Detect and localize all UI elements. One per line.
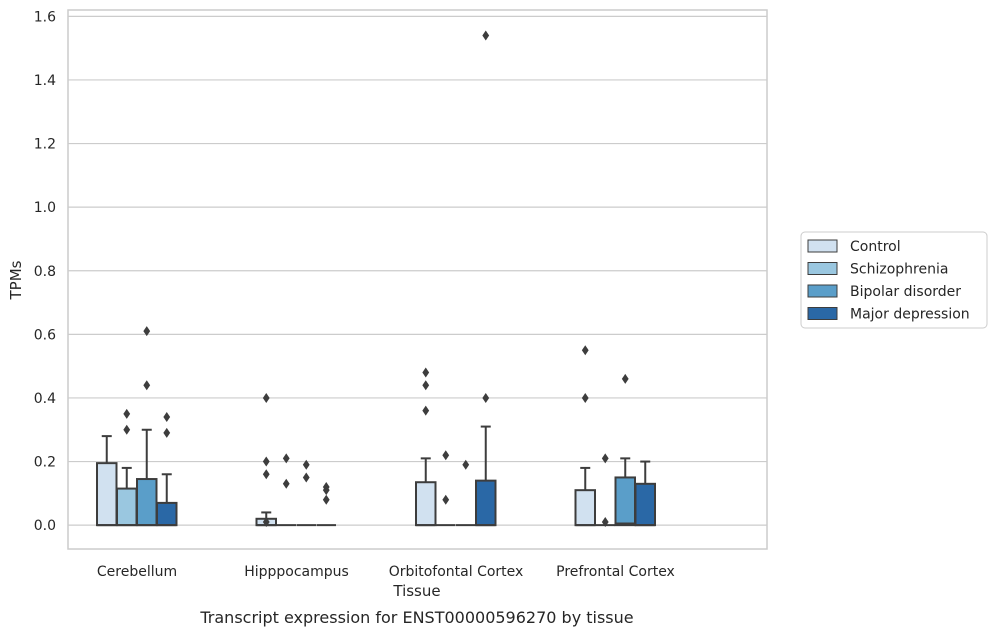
- outlier-point: [482, 392, 490, 403]
- legend-swatch: [807, 262, 838, 275]
- box-body: [634, 482, 656, 527]
- box: [136, 326, 158, 527]
- outlier-point: [282, 453, 290, 464]
- box: [574, 345, 596, 527]
- grid-lines: [68, 15, 767, 526]
- legend-label: Control: [850, 239, 901, 255]
- y-tick-label: 1.4: [34, 73, 56, 89]
- outlier-point: [163, 412, 171, 423]
- legend-swatch: [807, 239, 838, 253]
- box-body: [96, 462, 118, 527]
- box: [156, 412, 178, 527]
- legend-item: Bipolar disorder: [807, 284, 961, 300]
- box: [316, 481, 336, 527]
- box-body: [156, 501, 178, 527]
- box: [96, 435, 118, 527]
- outlier-point: [422, 405, 430, 416]
- x-tick-labels: Cerebellum Hipppocampus Orbitofontal Corte…: [97, 564, 675, 580]
- outlier-point: [143, 380, 151, 391]
- box: [456, 459, 476, 527]
- outlier-point: [422, 367, 430, 378]
- box-body: [614, 476, 636, 527]
- x-axis-label: Tissue: [392, 582, 440, 600]
- outlier-point: [302, 459, 310, 470]
- outlier-point: [442, 450, 450, 461]
- outlier-point: [163, 427, 171, 438]
- legend-label: Major depression: [850, 307, 970, 323]
- outlier-point: [123, 408, 131, 419]
- y-tick-label: 1.0: [34, 200, 56, 216]
- x-tick-label: Prefrontal Cortex: [556, 564, 675, 580]
- outlier-point: [581, 345, 589, 356]
- box: [276, 453, 296, 527]
- y-tick-labels: 0.0 0.2 0.4 0.6 0.8 1.0 1.2 1.4 1.6: [34, 9, 56, 534]
- legend-swatch: [807, 307, 838, 320]
- outlier-point: [143, 326, 151, 337]
- box: [255, 392, 277, 527]
- y-tick-label: 0.0: [34, 518, 56, 534]
- box-body: [116, 487, 138, 527]
- outlier-point: [422, 380, 430, 391]
- y-tick-label: 1.2: [34, 137, 56, 153]
- legend-item: Schizophrenia: [807, 262, 948, 278]
- outlier-point: [262, 392, 270, 403]
- chart-caption: Transcript expression for ENST0000059627…: [199, 608, 633, 627]
- outlier-point: [482, 30, 490, 41]
- outlier-point: [282, 478, 290, 489]
- box-group: [415, 30, 497, 527]
- outlier-point: [601, 453, 609, 464]
- legend-label: Bipolar disorder: [850, 284, 961, 300]
- legend: Control Schizophrenia Bipolar disorder Majo…: [800, 231, 988, 329]
- y-tick-label: 0.2: [34, 455, 56, 471]
- outlier-point: [322, 494, 330, 505]
- box: [436, 450, 456, 527]
- box: [614, 373, 636, 527]
- box: [475, 30, 497, 527]
- x-tick-label: Orbitofontal Cortex: [389, 564, 524, 580]
- box-group: [96, 326, 178, 527]
- y-tick-label: 0.8: [34, 264, 56, 280]
- box-groups: [96, 30, 656, 527]
- legend-frame: [800, 231, 988, 329]
- outlier-point: [442, 494, 450, 505]
- x-tick-label: Cerebellum: [97, 564, 177, 580]
- outlier-point: [322, 485, 330, 496]
- outlier-point: [302, 472, 310, 483]
- legend-item: Control: [807, 239, 901, 255]
- outlier-point: [581, 392, 589, 403]
- box-body: [136, 478, 158, 527]
- y-tick-label: 0.6: [34, 327, 56, 343]
- legend-label: Schizophrenia: [850, 262, 948, 278]
- box-body: [415, 481, 437, 527]
- outlier-point: [462, 459, 470, 470]
- outlier-point: [123, 424, 131, 435]
- outlier-point: [262, 456, 270, 467]
- box: [634, 460, 656, 527]
- box-body: [574, 489, 596, 527]
- plot-frame: [67, 9, 768, 550]
- y-tick-label: 0.4: [34, 391, 56, 407]
- legend-item: Major depression: [807, 307, 970, 323]
- outlier-point: [621, 373, 629, 384]
- box: [116, 408, 138, 527]
- x-tick-label: Hipppocampus: [244, 564, 349, 580]
- y-tick-label: 1.6: [34, 9, 56, 25]
- box: [415, 367, 437, 527]
- outlier-point: [262, 469, 270, 480]
- y-axis-label: TPMs: [7, 260, 25, 300]
- box-group: [255, 392, 336, 527]
- box-group: [574, 345, 656, 527]
- box: [296, 459, 316, 527]
- box-body: [475, 479, 497, 527]
- outlier-point: [601, 516, 609, 527]
- box: [595, 453, 615, 527]
- outlier-point: [262, 516, 270, 527]
- legend-swatch: [807, 284, 838, 298]
